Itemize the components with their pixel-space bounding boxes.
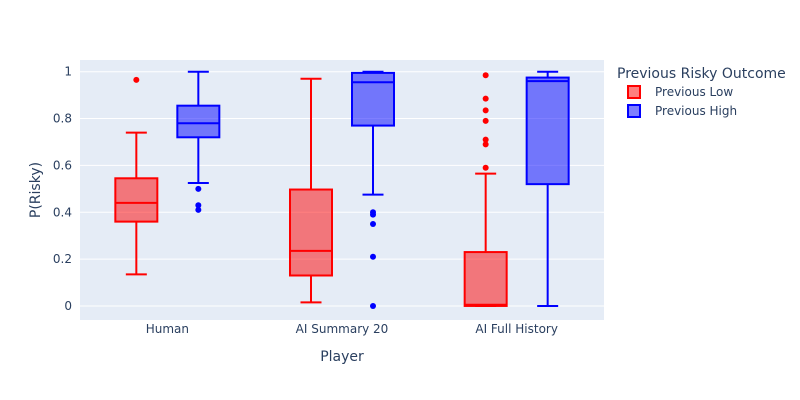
y-axis-title: P(Risky) xyxy=(28,162,44,218)
x-axis-title: Player xyxy=(320,349,364,365)
legend-swatch xyxy=(627,85,641,99)
box-iqr xyxy=(351,71,395,127)
outlier-point xyxy=(370,253,376,260)
y-tick-label: 0.4 xyxy=(53,205,72,219)
box-iqr xyxy=(525,76,570,186)
box[interactable] xyxy=(463,72,508,307)
x-tick-label: AI Full History xyxy=(475,322,558,336)
box[interactable] xyxy=(289,77,333,304)
series-previous-high xyxy=(176,70,570,309)
box-iqr xyxy=(114,177,159,223)
outlier-point xyxy=(195,202,202,209)
y-tick-label: 0.8 xyxy=(53,112,72,126)
y-tick-label: 0.6 xyxy=(53,158,72,172)
outlier-point xyxy=(370,220,376,227)
legend-swatch xyxy=(627,104,641,118)
plot-area xyxy=(80,60,604,320)
gridlines xyxy=(80,71,604,307)
outlier-point xyxy=(482,141,489,148)
outlier-point xyxy=(195,185,202,192)
box[interactable] xyxy=(525,70,570,307)
box[interactable] xyxy=(114,76,159,276)
legend-label: Previous High xyxy=(655,104,737,118)
x-tick-label: AI Summary 20 xyxy=(296,322,389,336)
legend-item[interactable]: Previous Low xyxy=(627,85,733,99)
legend-item[interactable]: Previous High xyxy=(627,104,737,118)
y-axis-ticks: 0 0.2 0.4 0.6 0.8 1 xyxy=(53,65,72,313)
box-traces xyxy=(114,70,570,309)
legend-items[interactable]: Previous Low Previous High xyxy=(627,85,737,118)
x-axis-ticks: Human AI Summary 20 AI Full History xyxy=(146,322,558,336)
y-tick-label: 0 xyxy=(64,299,72,313)
outlier-point xyxy=(482,117,489,124)
outlier-point xyxy=(370,302,376,309)
outlier-point xyxy=(482,136,489,143)
outlier-point xyxy=(482,95,489,102)
outlier-point xyxy=(133,76,140,83)
outlier-point xyxy=(482,107,489,114)
box-iqr xyxy=(176,104,221,139)
box-iqr xyxy=(463,251,508,307)
legend-title: Previous Risky Outcome xyxy=(617,66,786,82)
y-tick-label: 0.2 xyxy=(53,252,72,266)
series-previous-low xyxy=(114,72,508,307)
x-tick-label: Human xyxy=(146,322,189,336)
box[interactable] xyxy=(176,70,221,213)
outlier-point xyxy=(482,164,489,171)
outlier-point xyxy=(370,209,376,216)
box-iqr xyxy=(289,188,333,277)
outlier-point xyxy=(482,72,489,79)
legend[interactable]: Previous Risky Outcome Previous LowPrevi… xyxy=(617,66,786,118)
y-tick-label: 1 xyxy=(64,65,72,79)
outlier-point xyxy=(195,206,202,213)
legend-label: Previous Low xyxy=(655,85,733,99)
box[interactable] xyxy=(351,70,395,309)
